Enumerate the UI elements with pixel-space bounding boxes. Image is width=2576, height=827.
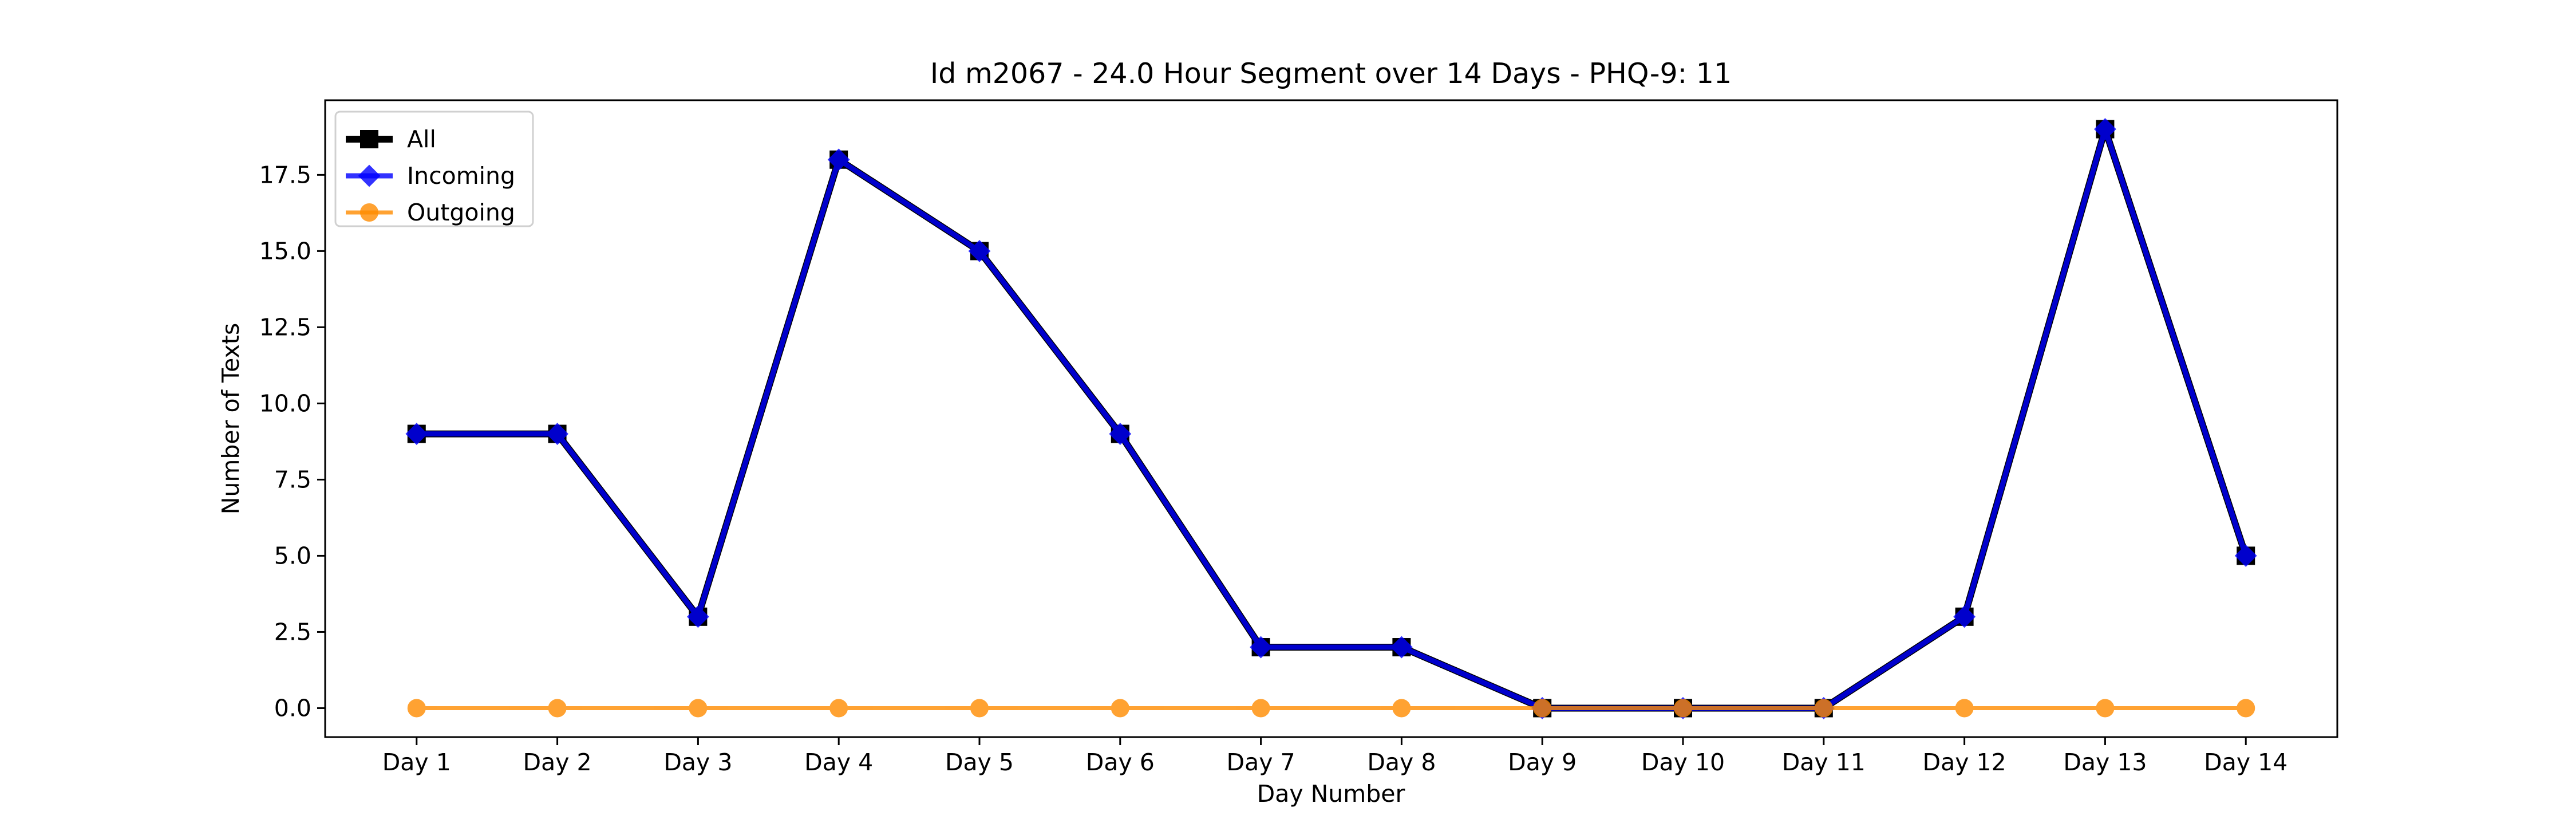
y-tick-label: 5.0 bbox=[274, 542, 311, 569]
data-point-outgoing bbox=[1111, 699, 1129, 718]
data-point-incoming bbox=[405, 423, 428, 446]
data-point-outgoing bbox=[1392, 699, 1411, 718]
y-tick-label: 15.0 bbox=[259, 237, 311, 265]
data-point-incoming bbox=[827, 148, 850, 171]
y-tick-label: 2.5 bbox=[274, 618, 311, 645]
data-point-outgoing bbox=[548, 699, 567, 718]
data-point-incoming bbox=[968, 239, 991, 262]
plot-area bbox=[324, 99, 2338, 738]
x-tick-label: Day 2 bbox=[523, 749, 592, 776]
data-point-outgoing bbox=[970, 699, 989, 718]
x-axis-label: Day Number bbox=[1257, 780, 1405, 808]
x-tick-label: Day 13 bbox=[2063, 749, 2147, 776]
y-axis-label: Number of Texts bbox=[217, 323, 244, 515]
legend-marker-outgoing bbox=[360, 203, 378, 222]
x-tick-label: Day 6 bbox=[1086, 749, 1155, 776]
data-point-incoming bbox=[1250, 636, 1273, 659]
data-point-outgoing bbox=[1533, 699, 1552, 718]
x-axis: Day 1 Day 2 Day 3 Day 4 Day 5 Day 6 Day 7 Day 8… bbox=[382, 737, 2287, 776]
y-tick-label: 7.5 bbox=[274, 466, 311, 493]
y-tick-label: 12.5 bbox=[259, 313, 311, 341]
x-tick-label: Day 14 bbox=[2204, 749, 2287, 776]
legend-marker-incoming bbox=[358, 164, 381, 187]
x-tick-label: Day 11 bbox=[1782, 749, 1866, 776]
legend-label-all: All bbox=[407, 125, 436, 153]
data-point-outgoing bbox=[1674, 699, 1693, 718]
y-tick-label: 0.0 bbox=[274, 694, 311, 722]
x-tick-label: Day 7 bbox=[1227, 749, 1295, 776]
series-line-incoming bbox=[416, 127, 2249, 711]
series-outgoing bbox=[407, 699, 2255, 718]
x-tick-label: Day 12 bbox=[1923, 749, 2006, 776]
legend-marker-all bbox=[360, 130, 378, 148]
data-point-incoming bbox=[2094, 118, 2116, 140]
x-tick-label: Day 9 bbox=[1508, 749, 1577, 776]
data-point-outgoing bbox=[2096, 699, 2115, 718]
data-point-incoming bbox=[1390, 636, 1413, 659]
data-point-outgoing bbox=[1955, 699, 1974, 718]
series-layer bbox=[405, 118, 2257, 719]
data-point-outgoing bbox=[1814, 699, 1833, 718]
legend-label-incoming: Incoming bbox=[407, 162, 515, 190]
x-tick-label: Day 5 bbox=[945, 749, 1014, 776]
x-tick-label: Day 10 bbox=[1641, 749, 1725, 776]
data-point-outgoing bbox=[2237, 699, 2255, 718]
x-tick-label: Day 3 bbox=[663, 749, 732, 776]
legend-label-outgoing: Outgoing bbox=[407, 199, 515, 226]
x-tick-label: Day 4 bbox=[804, 749, 873, 776]
data-point-incoming bbox=[546, 423, 568, 446]
y-tick-label: 10.0 bbox=[259, 389, 311, 417]
data-point-incoming bbox=[686, 605, 709, 628]
data-point-outgoing bbox=[407, 699, 426, 718]
x-tick-label: Day 1 bbox=[382, 749, 451, 776]
data-point-incoming bbox=[2234, 545, 2257, 567]
chart-title: Id m2067 - 24.0 Hour Segment over 14 Day… bbox=[930, 57, 1732, 90]
data-point-outgoing bbox=[1251, 699, 1270, 718]
data-point-incoming bbox=[1953, 605, 1976, 628]
data-point-outgoing bbox=[689, 699, 708, 718]
x-tick-label: Day 8 bbox=[1367, 749, 1436, 776]
y-tick-label: 17.5 bbox=[259, 161, 311, 188]
y-axis: 0.0 2.5 5.0 7.5 10.0 12.5 15.0 17.5 bbox=[259, 161, 325, 722]
data-point-incoming bbox=[1109, 423, 1132, 446]
legend: All Incoming Outgoing bbox=[334, 111, 534, 227]
data-point-outgoing bbox=[829, 699, 848, 718]
